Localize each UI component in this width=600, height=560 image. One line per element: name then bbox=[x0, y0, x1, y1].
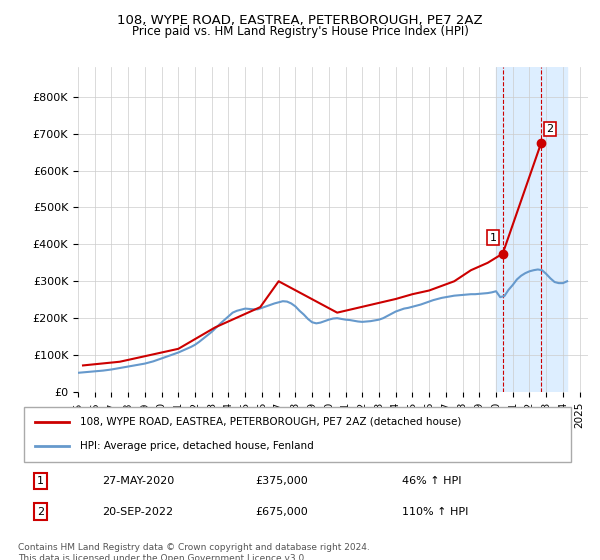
Text: HPI: Average price, detached house, Fenland: HPI: Average price, detached house, Fenl… bbox=[80, 441, 314, 451]
Text: 108, WYPE ROAD, EASTREA, PETERBOROUGH, PE7 2AZ: 108, WYPE ROAD, EASTREA, PETERBOROUGH, P… bbox=[117, 14, 483, 27]
Bar bbox=[496, 67, 567, 392]
Text: 46% ↑ HPI: 46% ↑ HPI bbox=[401, 476, 461, 486]
Text: 110% ↑ HPI: 110% ↑ HPI bbox=[401, 507, 468, 517]
Text: 2: 2 bbox=[37, 507, 44, 517]
Text: 1: 1 bbox=[490, 232, 496, 242]
Text: 1: 1 bbox=[37, 476, 44, 486]
FancyBboxPatch shape bbox=[23, 407, 571, 462]
Text: 2: 2 bbox=[546, 124, 553, 134]
Text: 108, WYPE ROAD, EASTREA, PETERBOROUGH, PE7 2AZ (detached house): 108, WYPE ROAD, EASTREA, PETERBOROUGH, P… bbox=[80, 417, 461, 427]
Text: 20-SEP-2022: 20-SEP-2022 bbox=[103, 507, 174, 517]
Text: £375,000: £375,000 bbox=[255, 476, 308, 486]
Text: £675,000: £675,000 bbox=[255, 507, 308, 517]
Text: Contains HM Land Registry data © Crown copyright and database right 2024.
This d: Contains HM Land Registry data © Crown c… bbox=[18, 543, 370, 560]
Text: Price paid vs. HM Land Registry's House Price Index (HPI): Price paid vs. HM Land Registry's House … bbox=[131, 25, 469, 38]
Text: 27-MAY-2020: 27-MAY-2020 bbox=[103, 476, 175, 486]
